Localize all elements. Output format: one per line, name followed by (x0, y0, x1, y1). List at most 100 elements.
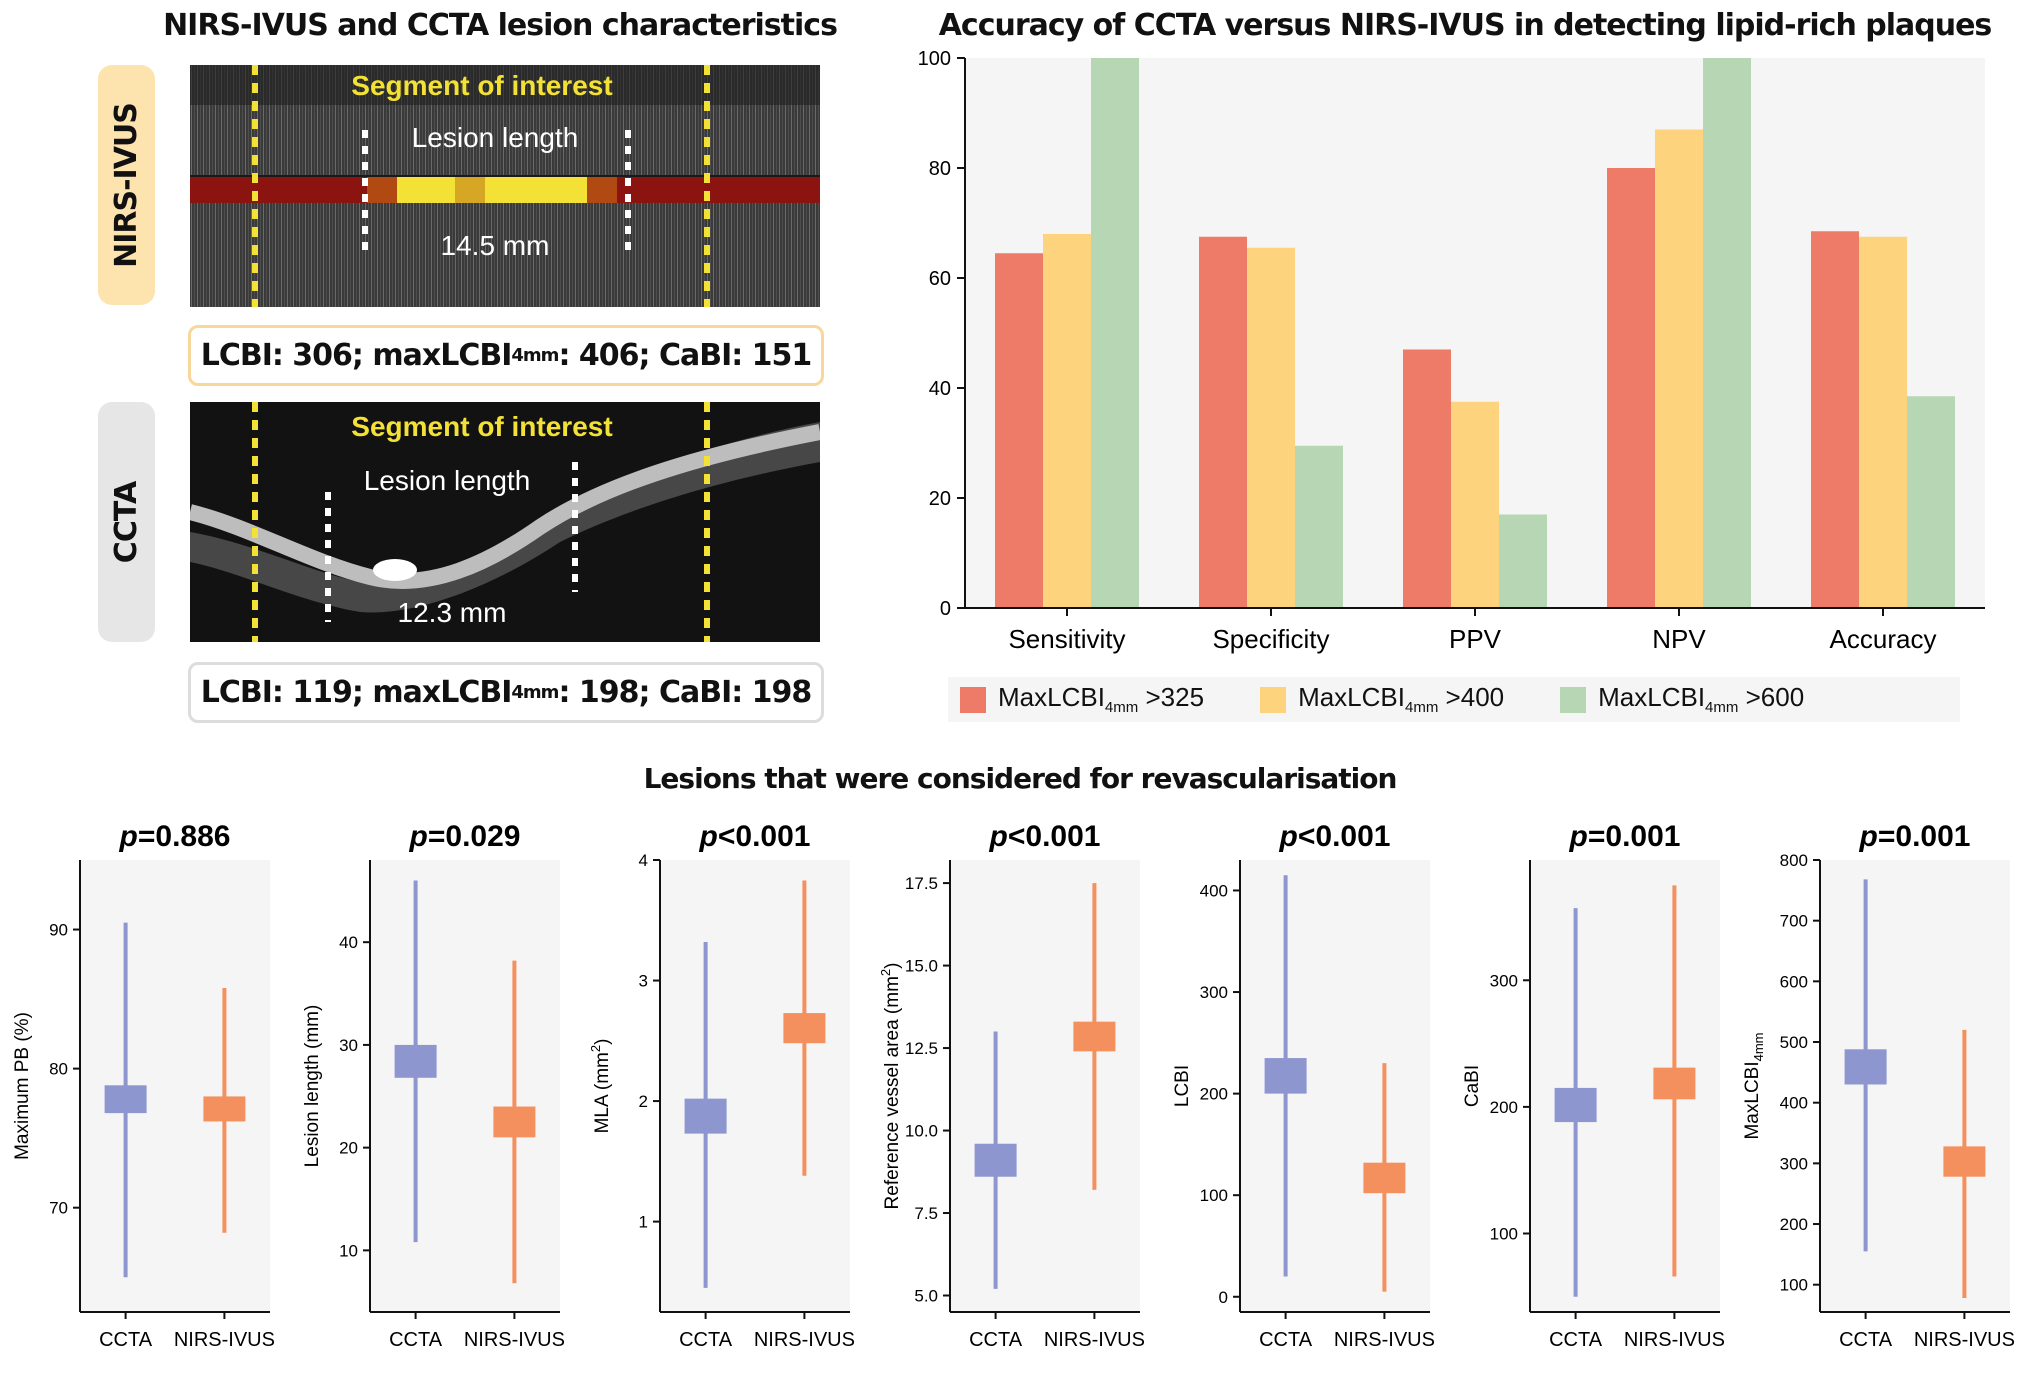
x-tick-label: CCTA (1839, 1329, 1893, 1350)
y-tick-label: 2 (639, 1092, 648, 1111)
legend-label: MaxLCBI4mm >325 (998, 682, 1205, 717)
x-tick-label: CCTA (679, 1329, 733, 1350)
box-iqr (783, 1013, 826, 1044)
y-axis-label: MaxLCBI4mm (1742, 1032, 1766, 1139)
y-tick-label: 90 (49, 921, 68, 940)
x-tick-label: CCTA (1259, 1329, 1313, 1350)
box-panel: p=0.886 70 80 90 Maximum PB (%) CCTA NIRS-IVUS (12, 820, 275, 1350)
p-value-title: p=0.001 (1859, 820, 1971, 853)
legend-label: MaxLCBI4mm >600 (1598, 682, 1805, 717)
p-value-title: p=0.001 (1569, 820, 1681, 853)
box-plot-area (660, 860, 850, 1312)
box-iqr (684, 1098, 727, 1134)
p-value-title: p=0.029 (409, 820, 521, 853)
ccta-tab-label: CCTA (109, 481, 145, 563)
ccta-segment-label: Segment of interest (351, 411, 612, 442)
box-iqr (1844, 1049, 1887, 1085)
box-plot-area (950, 860, 1140, 1312)
p-value-title: p<0.001 (989, 820, 1101, 853)
y-tick-label: 500 (1780, 1033, 1808, 1052)
ccta-tab: CCTA (98, 402, 155, 642)
box-plot-area (370, 860, 560, 1312)
box-iqr (1073, 1021, 1116, 1052)
bar (1499, 514, 1547, 608)
x-tick-label: CCTA (389, 1329, 443, 1350)
x-tick-label: NIRS-IVUS (1334, 1329, 1435, 1350)
y-tick-label: 20 (929, 488, 951, 510)
accuracy-bar-chart: 0 20 40 60 80 100 Sensitivity Specificity PPV NPV… (918, 50, 1985, 654)
box-panel: p<0.001 5.0 7.5 10.0 12.5 15.0 17.5 Reference v… (878, 820, 1145, 1350)
x-tick-label: NIRS-IVUS (754, 1329, 855, 1350)
x-tick-label: Specificity (1212, 624, 1329, 654)
bar (1607, 168, 1655, 608)
box-iqr (1943, 1146, 1986, 1177)
legend-swatch (1560, 686, 1587, 713)
y-tick-label: 10 (339, 1241, 358, 1260)
y-tick-label: 5.0 (914, 1287, 938, 1306)
left-panel-title: NIRS-IVUS and CCTA lesion characteristic… (163, 8, 838, 43)
box-iqr (1264, 1058, 1307, 1094)
x-tick-label: Sensitivity (1008, 624, 1125, 654)
y-tick-label: 300 (1200, 983, 1228, 1002)
box-panel: p=0.029 10 20 30 40 Lesion length (mm) CCTA NIR… (302, 820, 565, 1350)
y-axis-label: MLA (mm2) (588, 1039, 613, 1134)
p-value-title: p=0.886 (119, 820, 231, 853)
bar (1703, 58, 1751, 608)
bar (1451, 401, 1499, 608)
box-iqr (394, 1044, 437, 1078)
ccta-stats: LCBI: 119; maxLCBI 4mm: 198; CaBI: 198 (188, 662, 824, 723)
bar (1247, 247, 1295, 608)
y-tick-label: 80 (929, 158, 951, 180)
box-panel: p<0.001 0 100 200 300 400 LCBI CCTA NIRS-IVUS (1172, 820, 1435, 1350)
bar-chart-legend: MaxLCBI4mm >325 MaxLCBI4mm >400 MaxLCBI4mm… (948, 677, 1960, 722)
box-plot-area (1820, 860, 2010, 1312)
y-tick-label: 700 (1780, 912, 1808, 931)
y-tick-label: 100 (918, 50, 951, 70)
y-tick-label: 30 (339, 1036, 358, 1055)
y-tick-label: 17.5 (905, 874, 938, 893)
y-axis-label: Maximum PB (%) (12, 1012, 33, 1160)
y-tick-label: 40 (339, 933, 358, 952)
x-tick-label: Accuracy (1830, 624, 1937, 654)
nirs-segment-label: Segment of interest (351, 70, 612, 101)
y-tick-label: 100 (1490, 1225, 1518, 1244)
ccta-calcium-spot (373, 559, 417, 581)
ccta-length-label: 12.3 mm (398, 597, 507, 628)
x-tick-label: NPV (1652, 624, 1706, 654)
legend-swatch (960, 686, 986, 713)
y-tick-label: 800 (1780, 851, 1808, 870)
box-iqr (1363, 1162, 1406, 1194)
y-tick-label: 40 (929, 378, 951, 400)
ccta-lesion-label: Lesion length (364, 465, 531, 496)
x-tick-label: CCTA (1549, 1329, 1603, 1350)
box-iqr (974, 1143, 1017, 1177)
x-tick-label: CCTA (99, 1329, 153, 1350)
legend-item: MaxLCBI4mm >600 (1560, 682, 1805, 717)
box-iqr (493, 1106, 536, 1138)
p-value-title: p<0.001 (1279, 820, 1391, 853)
y-tick-label: 15.0 (905, 957, 938, 976)
bar (1811, 231, 1859, 608)
x-tick-label: NIRS-IVUS (464, 1329, 565, 1350)
y-tick-label: 400 (1780, 1094, 1808, 1113)
y-tick-label: 400 (1200, 881, 1228, 900)
x-tick-label: PPV (1449, 624, 1502, 654)
x-tick-label: CCTA (969, 1329, 1023, 1350)
y-tick-label: 0 (1219, 1288, 1228, 1307)
box-panel: p=0.001 100 200 300 400 500 600 700 800 MaxLCBI4m… (1742, 820, 2015, 1350)
box-iqr (203, 1096, 246, 1122)
ccta-image-svg: Segment of interest Lesion length 12.3 m… (190, 402, 820, 642)
box-iqr (1653, 1067, 1696, 1100)
y-tick-label: 200 (1490, 1098, 1518, 1117)
y-tick-label: 100 (1780, 1276, 1808, 1295)
bar-chart-title: Accuracy of CCTA versus NIRS-IVUS in det… (938, 8, 1993, 43)
y-tick-label: 60 (929, 268, 951, 290)
bar (1859, 236, 1907, 608)
y-tick-label: 200 (1780, 1215, 1808, 1234)
bar (1403, 349, 1451, 608)
x-tick-label: NIRS-IVUS (1914, 1329, 2015, 1350)
x-tick-label: NIRS-IVUS (1044, 1329, 1145, 1350)
legend-label: MaxLCBI4mm >400 (1298, 682, 1505, 717)
bar (1043, 234, 1091, 608)
y-axis-label: Lesion length (mm) (302, 1005, 323, 1168)
